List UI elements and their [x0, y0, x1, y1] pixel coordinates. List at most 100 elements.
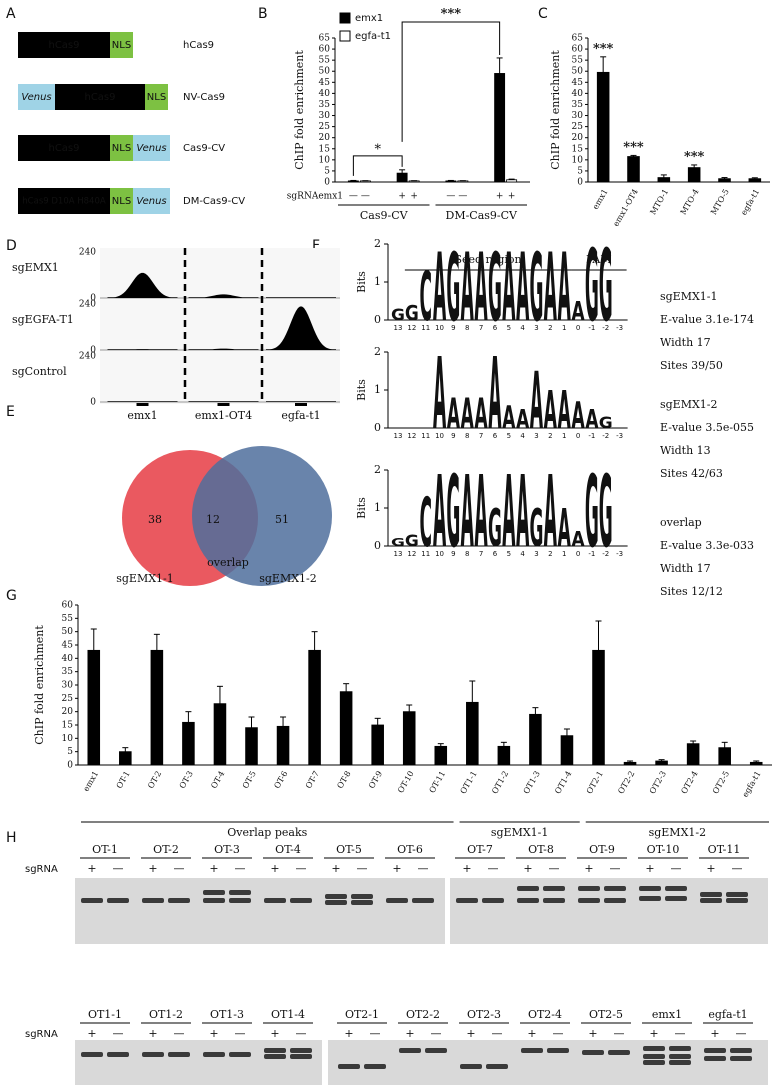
- y-tick-label: 30: [572, 111, 584, 121]
- lane-label: +: [392, 862, 401, 875]
- construct-segment: [18, 32, 110, 58]
- target-label: OT-10: [647, 843, 680, 856]
- y-tick-label: 0: [577, 178, 583, 188]
- x-tick-label: OT1-3: [522, 770, 542, 796]
- significance: ***: [684, 149, 705, 164]
- position-label: 2: [548, 550, 552, 558]
- track-peak: [107, 401, 178, 402]
- position-label: 6: [493, 324, 498, 332]
- position-label: 8: [465, 324, 469, 332]
- gel-band: [643, 1060, 665, 1065]
- lane-label: +: [710, 1027, 719, 1040]
- track-bg: [100, 352, 340, 404]
- gel-band: [482, 898, 504, 903]
- lane-label: —: [492, 1027, 503, 1040]
- gel-band: [386, 898, 408, 903]
- lane-label: +: [87, 862, 96, 875]
- logo-letter: A: [544, 381, 557, 441]
- y-axis-label: Bits: [355, 497, 368, 519]
- lane-label: —: [235, 1027, 246, 1040]
- bar: [339, 691, 353, 766]
- x-tick-label: OT2-3: [648, 770, 668, 796]
- x-tick-label: MTO-5: [709, 188, 731, 217]
- x-tick-label: OT2-2: [616, 770, 636, 796]
- logo-letter: A: [544, 454, 557, 570]
- logo-letter: A: [530, 358, 543, 448]
- y-tick-label: 2: [374, 237, 381, 250]
- logo-letter: A: [475, 234, 488, 343]
- x-tick-label: OT-8: [335, 770, 352, 791]
- position-label: 12: [407, 432, 416, 440]
- lane-label: +: [588, 1027, 597, 1040]
- panel-label: D: [6, 238, 17, 254]
- bar: [434, 745, 448, 766]
- error-bar: [185, 711, 192, 723]
- gel-band: [643, 1054, 665, 1059]
- bar: [592, 649, 605, 766]
- lane-label: +: [87, 1027, 96, 1040]
- lane-label: —: [675, 1027, 686, 1040]
- gel-band: [203, 898, 225, 903]
- track-label: sgEMX1: [12, 261, 59, 274]
- lane-label: —: [418, 862, 429, 875]
- gel-band: [168, 1052, 190, 1057]
- track-peak: [266, 297, 336, 298]
- lane-label: +: [645, 862, 654, 875]
- x-tick-label: OT1-4: [553, 770, 573, 796]
- lane-label: —: [235, 862, 246, 875]
- position-label: 3: [534, 324, 538, 332]
- position-label: 1: [562, 324, 566, 332]
- gel: [75, 1040, 322, 1085]
- logo-letter: A: [502, 399, 516, 435]
- track-peak: [188, 348, 259, 350]
- row-label: sgRNAemx1: [287, 192, 343, 202]
- position-label: 7: [479, 432, 483, 440]
- target-label: OT-11: [708, 843, 741, 856]
- error-bar: [406, 704, 413, 712]
- position-label: -2: [602, 550, 609, 558]
- y-tick-label: 25: [62, 694, 74, 704]
- y-tick-label: 25: [572, 122, 584, 132]
- position-label: -1: [588, 324, 595, 332]
- position-label: 1: [562, 432, 566, 440]
- annotation: *: [375, 142, 382, 157]
- x-tick-label: —: [446, 192, 455, 202]
- gel-band: [338, 1064, 360, 1069]
- position-label: 13: [394, 550, 403, 558]
- gel-band: [325, 900, 347, 905]
- gel-band: [425, 1048, 447, 1053]
- y-tick-label: 55: [319, 56, 331, 66]
- gel-band: [547, 1048, 569, 1053]
- y-tick-label: 30: [62, 681, 74, 691]
- gel-band: [604, 898, 626, 903]
- motif-info: E-value 3.1e-174: [660, 313, 754, 326]
- logo-letter: G: [599, 414, 613, 432]
- track-label: sgControl: [12, 365, 67, 378]
- lane-label: +: [209, 862, 218, 875]
- error-bar: [753, 760, 760, 763]
- gel-band: [351, 894, 373, 899]
- error-bar: [153, 633, 160, 651]
- row-label: sgRNA: [25, 1029, 58, 1040]
- motif-info: E-value 3.5e-055: [660, 421, 754, 434]
- gel-band: [264, 1048, 286, 1053]
- logo-letter: A: [558, 234, 571, 343]
- gel-band: [669, 1046, 691, 1051]
- gel-band: [203, 1052, 225, 1057]
- motif-info: Width 17: [660, 336, 711, 349]
- position-label: 10: [435, 324, 444, 332]
- lane-label: +: [270, 862, 279, 875]
- bar: [623, 761, 637, 766]
- error-bar: [600, 56, 607, 73]
- error-bar: [374, 717, 381, 725]
- y-tick-label: 2: [374, 345, 381, 358]
- logo-letter: A: [433, 336, 446, 452]
- y-tick-label: 20: [572, 133, 584, 143]
- x-tick-label: emx1: [591, 188, 610, 211]
- bar: [560, 735, 574, 766]
- segment-label: NLS: [112, 40, 131, 51]
- gel-band: [704, 1056, 726, 1061]
- x-tick-label: OT-4: [209, 770, 226, 791]
- gel-band: [351, 900, 373, 905]
- lane-label: —: [174, 1027, 185, 1040]
